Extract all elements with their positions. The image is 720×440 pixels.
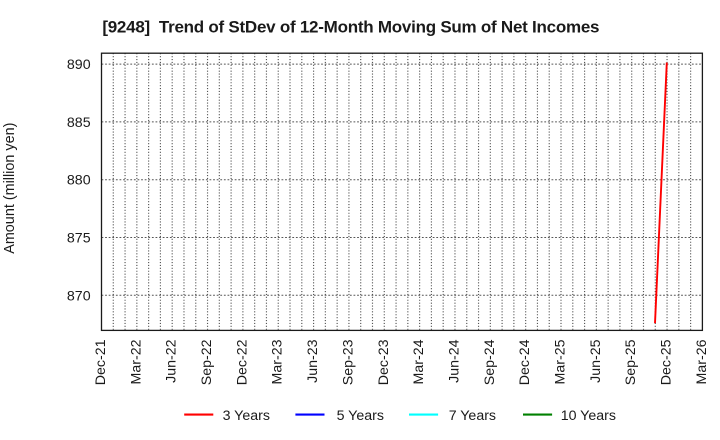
svg-text:Mar-26: Mar-26 xyxy=(694,339,710,384)
svg-text:Jun-25: Jun-25 xyxy=(588,339,604,382)
svg-text:Mar-23: Mar-23 xyxy=(270,339,286,384)
svg-text:Dec-25: Dec-25 xyxy=(659,339,675,385)
svg-text:Dec-21: Dec-21 xyxy=(93,339,109,385)
svg-text:Mar-25: Mar-25 xyxy=(553,339,569,384)
svg-text:880: 880 xyxy=(67,173,91,189)
svg-text:Amount (million yen): Amount (million yen) xyxy=(2,123,18,254)
svg-text:875: 875 xyxy=(67,231,91,247)
svg-text:10 Years: 10 Years xyxy=(561,408,616,424)
svg-text:885: 885 xyxy=(67,115,91,131)
svg-text:Sep-25: Sep-25 xyxy=(623,339,639,385)
svg-text:Mar-24: Mar-24 xyxy=(411,339,427,384)
svg-text:Dec-22: Dec-22 xyxy=(234,339,250,385)
svg-text:Mar-22: Mar-22 xyxy=(128,339,144,384)
svg-text:870: 870 xyxy=(67,288,91,304)
svg-text:Dec-24: Dec-24 xyxy=(517,339,533,385)
svg-text:Sep-22: Sep-22 xyxy=(199,339,215,385)
svg-text:[9248] Trend of StDev of 12-M: [9248] Trend of StDev of 12-Month Moving… xyxy=(102,18,599,37)
svg-text:Sep-23: Sep-23 xyxy=(340,339,356,385)
svg-text:5 Years: 5 Years xyxy=(337,408,384,424)
svg-text:Jun-24: Jun-24 xyxy=(446,339,462,382)
svg-text:Jun-22: Jun-22 xyxy=(164,339,180,382)
svg-text:3 Years: 3 Years xyxy=(223,408,270,424)
svg-text:7 Years: 7 Years xyxy=(449,408,496,424)
svg-text:Sep-24: Sep-24 xyxy=(482,339,498,385)
svg-text:Jun-23: Jun-23 xyxy=(305,339,321,382)
svg-text:Dec-23: Dec-23 xyxy=(376,339,392,385)
svg-text:890: 890 xyxy=(67,57,91,73)
